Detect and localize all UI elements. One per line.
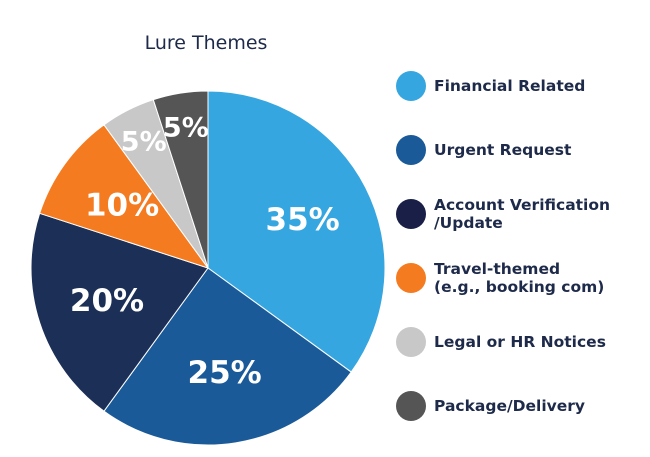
pie-value-label-travel-themed-e-g-booking-com: 10% [85, 188, 159, 224]
legend-swatch [396, 391, 426, 421]
legend-label: Legal or HR Notices [434, 333, 606, 351]
pie-slice-account-verification-update [30, 212, 209, 412]
pie-value-label-urgent-request: 25% [188, 355, 262, 391]
pie-slice-travel-themed-e-g-booking-com [39, 124, 210, 269]
chart-title: Lure Themes [145, 32, 268, 54]
pie-slice-financial-related [207, 90, 386, 373]
pie-slices [30, 90, 386, 446]
legend-swatch [396, 135, 426, 165]
legend-swatch [396, 263, 426, 293]
legend-item-account-verification-update: Account Verification /Update [396, 194, 610, 234]
legend-item-urgent-request: Urgent Request [396, 130, 571, 170]
legend-label: Account Verification /Update [434, 196, 611, 232]
legend-swatch [396, 71, 426, 101]
legend-item-financial-related: Financial Related [396, 66, 585, 106]
legend-swatch [396, 327, 426, 357]
legend-label: Travel-themed (e.g., booking com) [434, 260, 605, 296]
legend-label: Financial Related [434, 77, 586, 95]
legend-swatch [396, 199, 426, 229]
pie-value-label-package-delivery: 5% [163, 113, 209, 144]
pie-value-label-account-verification-update: 20% [70, 283, 144, 319]
pie-slice-package-delivery [152, 90, 209, 269]
pie-value-labels: 35% 25% 20% 10% 5%5% [70, 113, 340, 391]
pie-value-label-legal-or-hr-notices: 5% [121, 126, 167, 157]
legend-item-legal-or-hr-notices: Legal or HR Notices [396, 322, 606, 362]
legend-item-package-delivery: Package/Delivery [396, 386, 585, 426]
legend-label: Urgent Request [434, 141, 572, 159]
pie-value-label-financial-related: 35% [266, 202, 340, 238]
pie-slice-urgent-request [103, 267, 352, 446]
legend-label: Package/Delivery [434, 397, 585, 415]
legend-item-travel-themed-e-g-booking-com: Travel-themed (e.g., booking com) [396, 258, 604, 298]
